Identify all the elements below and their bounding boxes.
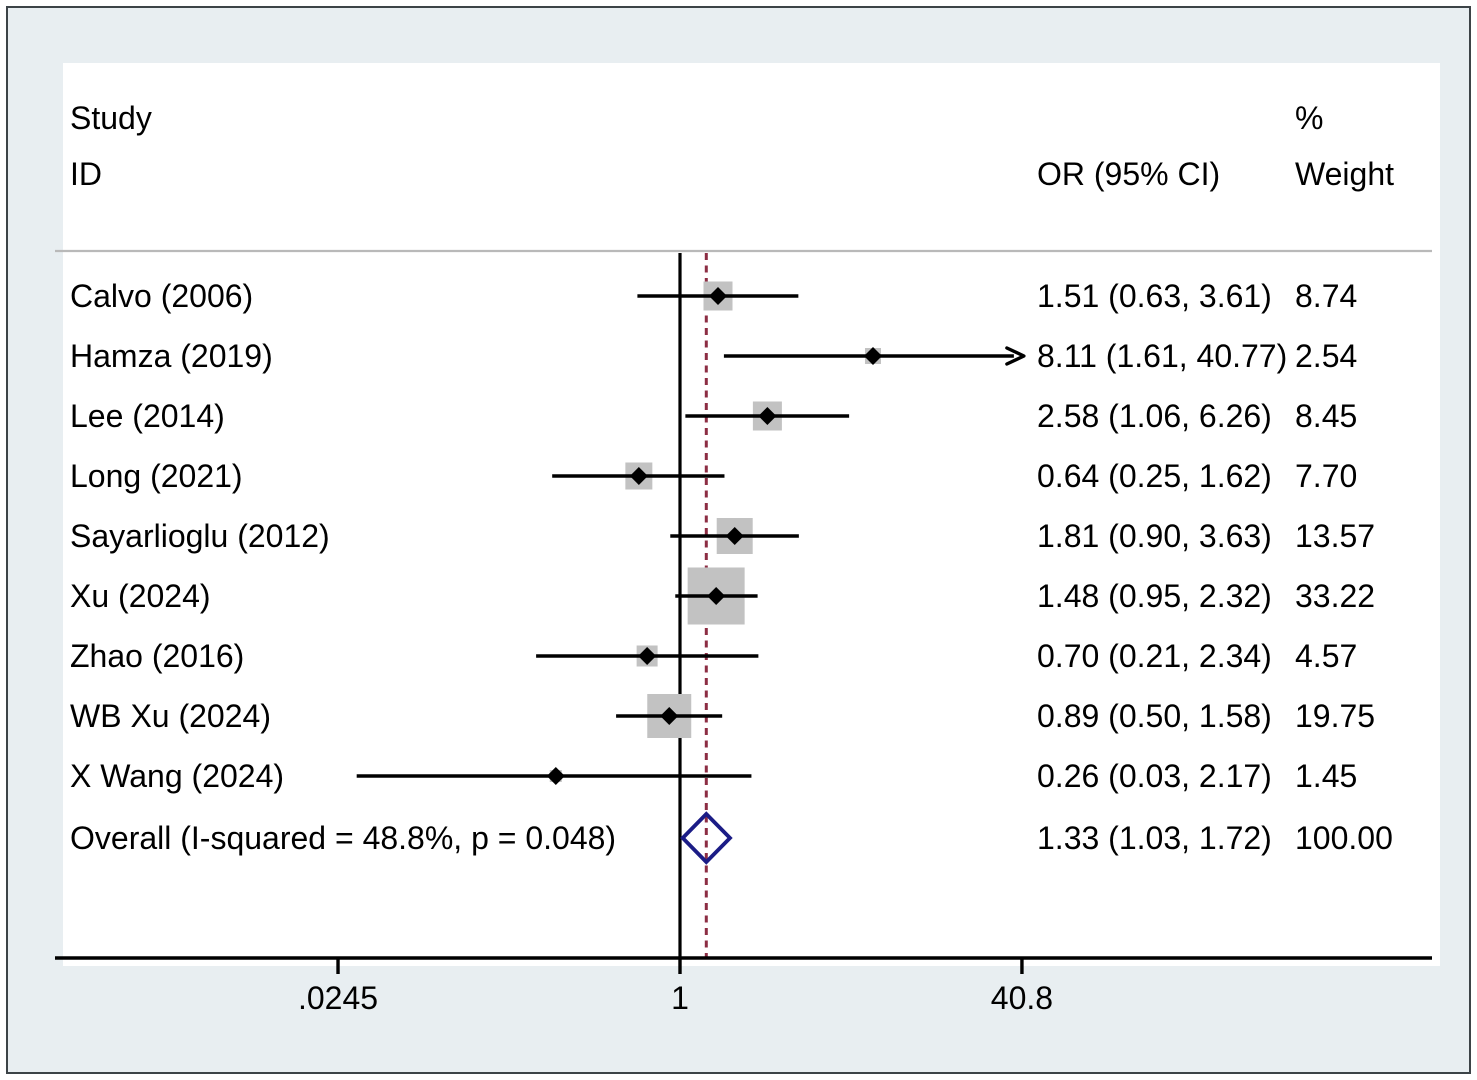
overall-label: Overall (I-squared = 48.8%, p = 0.048)	[70, 820, 617, 856]
overall-weight-value: 100.00	[1295, 820, 1393, 856]
weight-value: 4.57	[1295, 638, 1358, 674]
point-estimate-diamond	[638, 647, 657, 665]
or-ci-value: 0.70 (0.21, 2.34)	[1037, 638, 1272, 674]
point-estimate-diamond	[546, 767, 565, 785]
or-ci-value: 0.89 (0.50, 1.58)	[1037, 698, 1272, 734]
study-label: Hamza (2019)	[70, 338, 273, 374]
study-label: Zhao (2016)	[70, 638, 245, 674]
overall-pooled-diamond	[680, 811, 733, 865]
overall-or-ci-value: 1.33 (1.03, 1.72)	[1037, 820, 1272, 856]
column-header-id: ID	[70, 156, 102, 192]
weight-value: 33.22	[1295, 578, 1376, 614]
weight-value: 8.74	[1295, 278, 1358, 314]
or-ci-value: 0.26 (0.03, 2.17)	[1037, 758, 1272, 794]
point-estimate-diamond	[725, 527, 744, 545]
study-label: Sayarlioglu (2012)	[70, 518, 330, 554]
point-estimate-diamond	[758, 407, 777, 425]
point-estimate-diamond	[863, 347, 882, 365]
or-ci-value: 8.11 (1.61, 40.77)	[1037, 338, 1288, 374]
point-estimate-diamond	[708, 287, 727, 305]
weight-value: 7.70	[1295, 458, 1358, 494]
study-label: Xu (2024)	[70, 578, 211, 614]
or-ci-value: 1.51 (0.63, 3.61)	[1037, 278, 1272, 314]
column-header-weight: Weight	[1295, 156, 1395, 192]
plot-panel	[63, 63, 1440, 966]
weight-value: 2.54	[1295, 338, 1358, 374]
weight-value: 1.45	[1295, 758, 1358, 794]
figure-frame	[6, 6, 1471, 1074]
x-axis-tick-label: 1	[671, 980, 689, 1016]
study-label: Long (2021)	[70, 458, 243, 494]
or-ci-value: 2.58 (1.06, 6.26)	[1037, 398, 1272, 434]
weight-value: 19.75	[1295, 698, 1376, 734]
column-header-study: Study	[70, 100, 152, 136]
x-axis-tick-label: 40.8	[990, 980, 1054, 1016]
weight-value: 13.57	[1295, 518, 1376, 554]
weight-value: 8.45	[1295, 398, 1358, 434]
or-ci-value: 1.81 (0.90, 3.63)	[1037, 518, 1272, 554]
or-ci-value: 1.48 (0.95, 2.32)	[1037, 578, 1272, 614]
x-axis-tick-label: .0245	[297, 980, 379, 1016]
study-label: WB Xu (2024)	[70, 698, 271, 734]
column-header-or-ci: OR (95% CI)	[1037, 156, 1221, 192]
study-label: Lee (2014)	[70, 398, 225, 434]
or-ci-value: 0.64 (0.25, 1.62)	[1037, 458, 1272, 494]
ci-clipped-arrowhead	[1005, 346, 1026, 366]
study-label: X Wang (2024)	[70, 758, 285, 794]
point-estimate-diamond	[707, 587, 726, 605]
study-label: Calvo (2006)	[70, 278, 254, 314]
point-estimate-diamond	[629, 467, 648, 485]
column-header-percent: %	[1295, 100, 1324, 136]
point-estimate-diamond	[660, 707, 679, 725]
